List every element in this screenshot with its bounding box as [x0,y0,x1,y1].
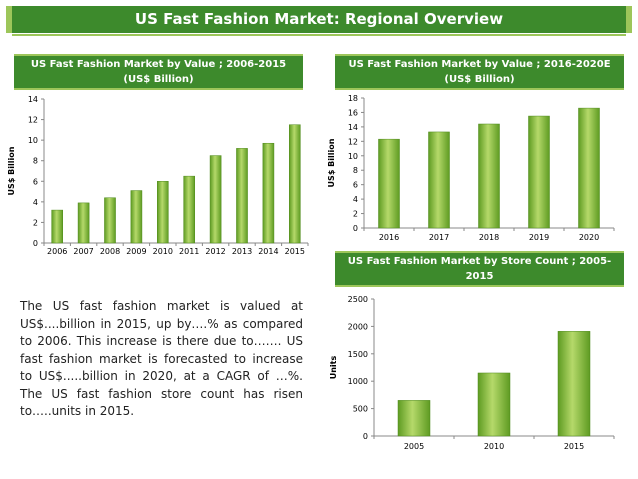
bar-2011 [183,175,195,244]
bar-2009 [130,190,143,244]
bar-2005 [397,400,431,437]
market-description: The US fast fashion market is valued at … [20,299,303,418]
y-tick-label: 4 [353,195,358,204]
bar-2012 [209,155,222,244]
y-tick-label: 10 [348,152,358,161]
chart2-title: US Fast Fashion Market by Value ; 2016-2… [348,59,611,85]
chart3-header-stripe-bottom [335,285,624,287]
bar-2020 [578,107,600,229]
y-tick-label: 14 [348,123,358,132]
y-axis-label: Units [329,356,338,380]
y-tick-label: 8 [353,166,358,175]
y-tick-label: 6 [33,177,38,186]
x-tick-label: 2008 [100,247,120,256]
x-tick-label: 2015 [564,442,584,451]
y-tick-label: 6 [353,181,358,190]
bar-2010 [477,372,511,437]
chart2-header: US Fast Fashion Market by Value ; 2016-2… [335,54,624,90]
chart1-title: US Fast Fashion Market by Value ; 2006-2… [30,59,287,85]
y-tick-label: 16 [348,108,358,117]
x-tick-label: 2010 [484,442,504,451]
bar-2006 [51,209,63,244]
bar-2015 [289,124,301,244]
bar-2007 [77,202,90,244]
chart3-title: US Fast Fashion Market by Store Count ; … [347,256,612,282]
chart3-svg: 0 500 1000 1500 2000 2500 Units 2005 2010 2015 [329,295,615,451]
bar-2017 [428,131,450,229]
y-tick-label: 18 [348,94,358,103]
x-tick-label: 2005 [404,442,424,451]
y-tick-label: 2 [353,210,358,219]
page-title-bar: US Fast Fashion Market: Regional Overvie… [6,6,632,36]
y-tick-label: 1000 [348,377,368,386]
bar-2016 [378,138,400,229]
x-tick-label: 2007 [73,247,93,256]
chart1-svg: 0 2 4 6 8 10 12 14 US$ Billion 2006 2007 2008 2009 20… [7,95,309,256]
x-tick-label: 2019 [529,233,549,242]
chart1-header: US Fast Fashion Market by Value ; 2006-2… [14,54,303,90]
title-underline [12,34,626,36]
y-tick-label: 12 [28,116,38,125]
y-tick-label: 1500 [348,350,368,359]
bar-2015 [557,331,591,437]
y-tick-label: 2000 [348,322,368,331]
chart1-header-stripe-bottom [14,88,303,90]
x-tick-label: 2018 [479,233,499,242]
y-axis-label: US$ Billion [7,146,16,195]
y-tick-label: 0 [353,224,358,233]
page-title: US Fast Fashion Market: Regional Overvie… [134,10,504,28]
y-tick-label: 2500 [348,295,368,304]
chart3-header: US Fast Fashion Market by Store Count ; … [335,251,624,287]
bar-2013 [236,148,248,244]
y-tick-label: 10 [28,136,38,145]
x-tick-label: 2017 [429,233,449,242]
x-tick-label: 2006 [47,247,67,256]
bar-2019 [528,115,550,229]
chart2-header-stripe-bottom [335,88,624,90]
y-tick-label: 0 [363,432,368,441]
y-tick-label: 0 [33,239,38,248]
x-tick-label: 2020 [579,233,599,242]
bar-2010 [157,181,169,244]
y-tick-label: 2 [33,218,38,227]
x-tick-label: 2013 [232,247,252,256]
title-accent-right [626,6,632,33]
title-accent-left [6,6,12,33]
bar-2014 [262,142,275,244]
y-tick-label: 500 [353,405,368,414]
x-tick-label: 2016 [379,233,399,242]
x-tick-label: 2009 [126,247,146,256]
x-tick-label: 2010 [153,247,173,256]
chart3-header-stripe-top [335,251,624,253]
y-tick-label: 12 [348,137,358,146]
y-tick-label: 4 [33,198,38,207]
bar-2008 [104,197,116,244]
x-tick-label: 2011 [179,247,199,256]
y-tick-label: 14 [28,95,38,104]
y-tick-label: 8 [33,157,38,166]
x-tick-label: 2014 [258,247,278,256]
x-tick-label: 2012 [205,247,225,256]
x-tick-label: 2015 [285,247,305,256]
bar-2018 [478,123,500,229]
y-axis-label: US$ Billion [327,138,336,187]
chart2-svg: 0 2 4 6 8 10 12 14 16 18 US$ Billion 2016 2017 2018 20… [327,94,615,242]
chart1-header-stripe-top [14,54,303,56]
chart2-header-stripe-top [335,54,624,56]
